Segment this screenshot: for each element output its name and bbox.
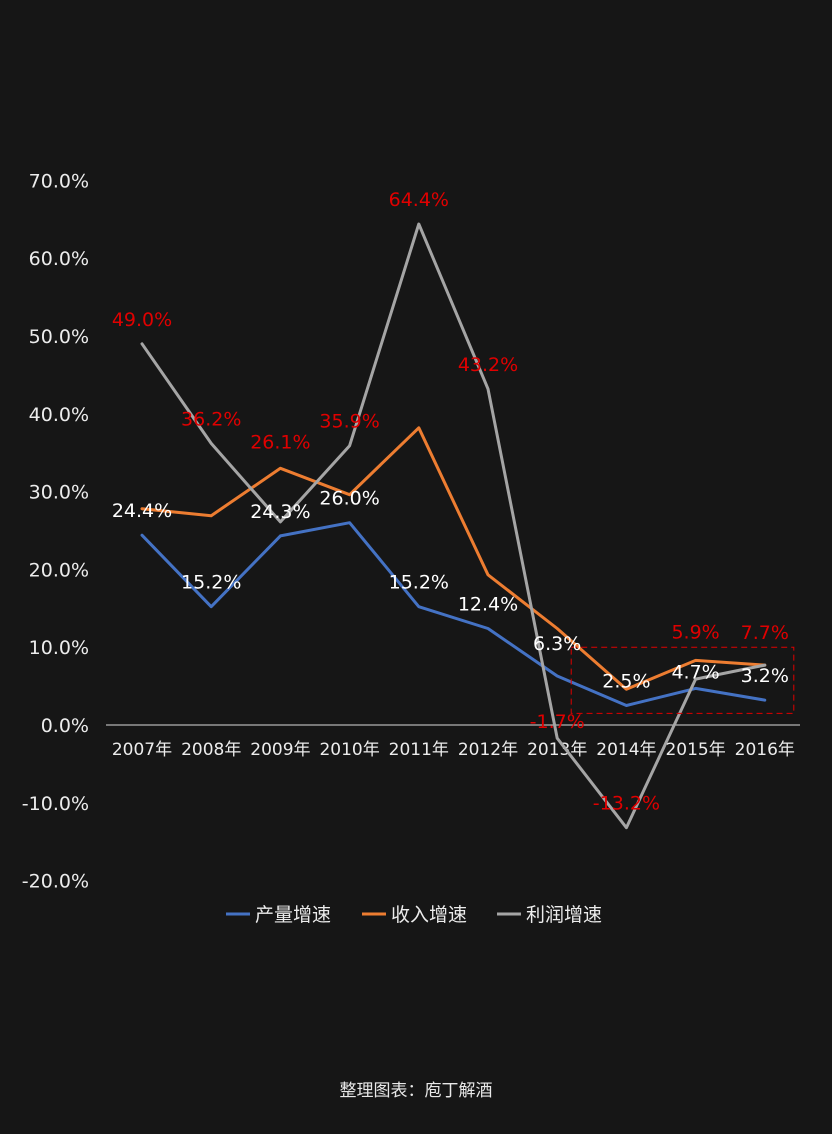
chart-credit: 整理图表：庖丁解酒	[339, 1081, 493, 1101]
y-tick-label: 0.0%	[41, 715, 89, 737]
data-label: 15.2%	[389, 572, 449, 594]
y-tick-label: -10.0%	[22, 793, 89, 815]
series-line	[140, 222, 767, 830]
data-label: 49.0%	[112, 309, 172, 331]
legend-label: 产量增速	[255, 904, 331, 926]
x-tick-label: 2013年	[527, 740, 587, 760]
data-label: 7.7%	[741, 622, 789, 644]
x-tick-label: 2011年	[389, 740, 449, 760]
data-label: -1.7%	[530, 711, 585, 733]
data-label: 35.9%	[319, 411, 379, 433]
data-label: 15.2%	[181, 572, 241, 594]
y-tick-label: 60.0%	[29, 248, 89, 270]
data-label: 24.4%	[112, 500, 172, 522]
data-label: 4.7%	[671, 661, 719, 683]
y-tick-label: 40.0%	[29, 404, 89, 426]
series-line	[140, 521, 767, 707]
x-tick-label: 2014年	[596, 740, 656, 760]
data-label: 43.2%	[458, 354, 518, 376]
data-label: 3.2%	[741, 665, 789, 687]
data-label: 2.5%	[602, 671, 650, 693]
x-tick-label: 2009年	[250, 740, 310, 760]
data-label: 64.4%	[389, 189, 449, 211]
data-label: 5.9%	[671, 621, 719, 643]
data-label: 36.2%	[181, 408, 241, 430]
x-tick-label: 2016年	[735, 740, 795, 760]
data-label: 26.0%	[319, 488, 379, 510]
data-label: -13.2%	[593, 793, 660, 815]
x-tick-label: 2008年	[181, 740, 241, 760]
data-label: 12.4%	[458, 594, 518, 616]
y-tick-label: 10.0%	[29, 637, 89, 659]
legend-label: 利润增速	[526, 904, 602, 926]
legend-label: 收入增速	[391, 904, 467, 926]
x-tick-label: 2007年	[112, 740, 172, 760]
y-tick-label: 50.0%	[29, 326, 89, 348]
y-tick-label: -20.0%	[22, 871, 89, 893]
y-tick-label: 30.0%	[29, 482, 89, 504]
x-tick-label: 2012年	[458, 740, 518, 760]
data-label: 26.1%	[250, 431, 310, 453]
data-label: 24.3%	[250, 501, 310, 523]
data-label: 6.3%	[533, 633, 581, 655]
x-tick-label: 2010年	[319, 740, 379, 760]
y-tick-label: 20.0%	[29, 559, 89, 581]
y-tick-label: 70.0%	[29, 170, 89, 192]
x-tick-label: 2015年	[665, 740, 725, 760]
highlight-box	[570, 646, 795, 714]
series-line	[140, 426, 767, 691]
